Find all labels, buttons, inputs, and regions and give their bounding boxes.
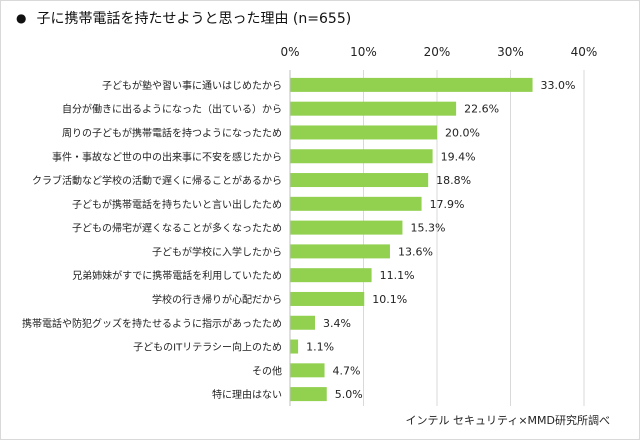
chart-title: 子に携帯電話を持たせようと思った理由 (n=655) — [36, 11, 352, 27]
category-label: 事件・事故など世の中の出来事に不安を感じたから — [52, 150, 282, 163]
bar — [290, 196, 422, 211]
value-label: 17.9% — [430, 198, 465, 211]
value-label: 3.4% — [323, 317, 351, 330]
source-credit: インテル セキュリティ×MMD研究所調べ — [405, 414, 610, 427]
category-label: 子どものITリテラシー向上のため — [133, 341, 282, 354]
value-label: 20.0% — [445, 126, 480, 139]
category-label: 携帯電話や防犯グッズを持たせるように指示があったため — [22, 317, 282, 330]
value-label: 15.3% — [410, 222, 445, 235]
bar — [290, 387, 327, 402]
value-label: 5.0% — [335, 388, 363, 401]
value-label: 11.1% — [380, 269, 415, 282]
category-label: 学校の行き帰りが心配だから — [152, 293, 282, 306]
bullet-icon: ● — [16, 11, 27, 25]
bar — [290, 291, 365, 306]
bar — [290, 268, 372, 283]
value-label: 33.0% — [541, 79, 576, 92]
bar — [290, 244, 390, 259]
x-tick-label: 40% — [571, 45, 598, 59]
x-tick-label: 10% — [350, 45, 377, 59]
value-label: 1.1% — [306, 341, 334, 354]
chart-header: ● 子に携帯電話を持たせようと思った理由 (n=655) — [16, 7, 351, 29]
category-label: 子どもが携帯電話を持ちたいと言い出したため — [72, 198, 282, 211]
bar — [290, 173, 429, 188]
bar — [290, 149, 433, 164]
category-label: 兄弟姉妹がすでに携帯電話を利用していたため — [72, 269, 282, 282]
value-label: 4.7% — [333, 364, 361, 377]
bar — [290, 363, 325, 378]
category-label: クラブ活動など学校の活動で遅くに帰ることがあるから — [32, 174, 282, 187]
category-label: 子どもが学校に入学したから — [152, 245, 282, 258]
bar — [290, 101, 457, 116]
category-label: 周りの子どもが携帯電話を持つようになったため — [62, 126, 282, 139]
category-label: 子どもの帰宅が遅くなることが多くなったため — [72, 222, 282, 235]
x-tick-label: 0% — [280, 45, 299, 59]
bar — [290, 339, 299, 354]
value-label: 22.6% — [464, 103, 499, 116]
x-tick-label: 30% — [497, 45, 524, 59]
category-label: 自分が働きに出るようになった（出ている）から — [62, 103, 282, 116]
bar — [290, 125, 437, 140]
bar — [290, 220, 403, 235]
value-label: 19.4% — [441, 150, 476, 163]
category-label: その他 — [252, 364, 282, 377]
category-label: 特に理由はない — [212, 388, 282, 401]
x-tick-label: 20% — [424, 45, 451, 59]
category-label: 子どもが塾や習い事に通いはじめたから — [102, 79, 282, 92]
value-label: 10.1% — [372, 293, 407, 306]
bar — [290, 315, 315, 330]
value-label: 18.8% — [436, 174, 471, 187]
bar — [290, 77, 533, 92]
value-label: 13.6% — [398, 245, 433, 258]
